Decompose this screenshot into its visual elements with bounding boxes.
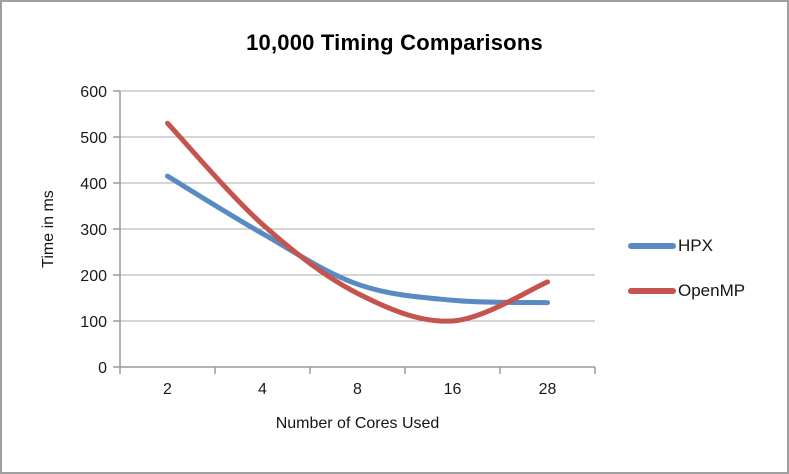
openmp-line-swatch: [628, 287, 676, 294]
legend-item-hpx: HPX: [628, 234, 745, 257]
x-tick-label: 2: [163, 381, 172, 398]
series-line-openmp: [165, 120, 550, 324]
hpx-line-swatch: [628, 242, 676, 249]
x-tick-label: 16: [444, 381, 462, 398]
x-tick-label: 28: [539, 381, 557, 398]
y-tick-label: 400: [80, 176, 107, 193]
y-tick-label: 100: [80, 314, 107, 331]
legend: HPX OpenMP: [628, 234, 745, 324]
chart-title: 10,000 Timing Comparisons: [246, 30, 543, 55]
y-tick-label: 300: [80, 222, 107, 239]
y-tick-label: 500: [80, 130, 107, 147]
x-tick-label: 8: [353, 381, 362, 398]
legend-label-hpx: HPX: [678, 235, 713, 255]
x-tick-label: 4: [258, 381, 267, 398]
y-tick-label: 0: [98, 360, 107, 377]
y-tick-label: 200: [80, 268, 107, 285]
legend-label-openmp: OpenMP: [678, 280, 746, 300]
series-line-hpx: [165, 173, 550, 306]
y-tick-label: 600: [80, 84, 107, 101]
x-axis-title: Number of Cores Used: [275, 415, 440, 432]
legend-item-openmp: OpenMP: [628, 279, 745, 302]
